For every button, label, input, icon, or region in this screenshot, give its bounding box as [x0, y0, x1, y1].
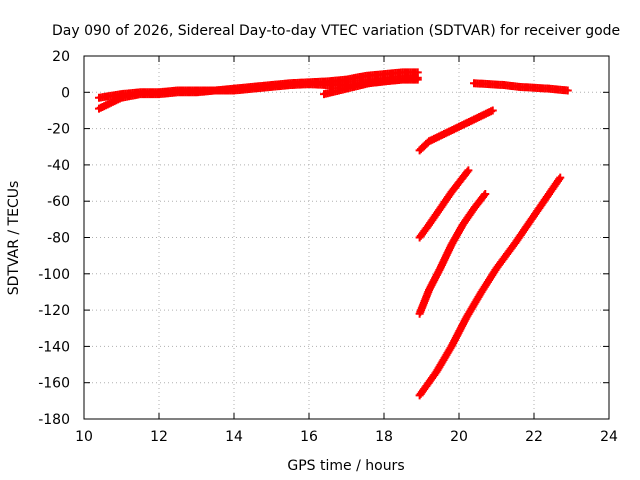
x-tick-label: 12 — [150, 429, 168, 445]
y-tick-label: -40 — [47, 158, 70, 174]
data-point-marker — [480, 191, 489, 200]
y-tick-label: -120 — [38, 303, 70, 319]
y-tick-label: 0 — [61, 85, 70, 101]
data-point-marker — [563, 86, 572, 95]
y-tick-label: -80 — [47, 231, 70, 247]
y-tick-label: -160 — [38, 376, 70, 392]
grid — [84, 56, 609, 419]
x-tick-label: 18 — [375, 429, 393, 445]
y-axis-title: SDTVAR / TECUs — [6, 181, 22, 296]
x-tick-label: 14 — [225, 429, 243, 445]
data-point-marker — [481, 189, 490, 198]
data-point-marker — [464, 166, 473, 175]
data-point-marker — [413, 73, 422, 82]
data-point-marker — [488, 106, 497, 115]
x-tick-label: 16 — [300, 429, 318, 445]
y-tick-label: 20 — [52, 49, 70, 65]
x-tick-label: 22 — [525, 429, 543, 445]
series-4 — [470, 79, 572, 95]
axis-ticks — [83, 55, 610, 420]
x-axis-title: GPS time / hours — [287, 458, 404, 474]
axis-tick-labels: 10 12 14 16 18 20 22 24 20 0 -20 -40 -60 -80 -100 -120 -… — [38, 49, 618, 445]
series-3 — [320, 73, 422, 99]
series-8 — [415, 173, 565, 400]
y-tick-label: -60 — [47, 194, 70, 210]
series-layer — [95, 68, 572, 400]
data-point-marker — [463, 167, 472, 176]
y-tick-label: -140 — [38, 339, 70, 355]
x-tick-label: 20 — [450, 429, 468, 445]
series-6 — [415, 166, 473, 242]
y-tick-label: -100 — [38, 267, 70, 283]
series-7 — [415, 189, 490, 318]
x-tick-label: 10 — [75, 429, 93, 445]
data-point-marker — [556, 173, 565, 182]
series-5 — [415, 106, 497, 155]
chart-title: Day 090 of 2026, Sidereal Day-to-day VTE… — [52, 23, 620, 39]
x-tick-label: 24 — [600, 429, 618, 445]
y-tick-label: -20 — [47, 122, 70, 138]
plot-frame — [83, 55, 610, 420]
data-point-marker — [555, 175, 564, 184]
y-tick-label: -180 — [38, 412, 70, 428]
